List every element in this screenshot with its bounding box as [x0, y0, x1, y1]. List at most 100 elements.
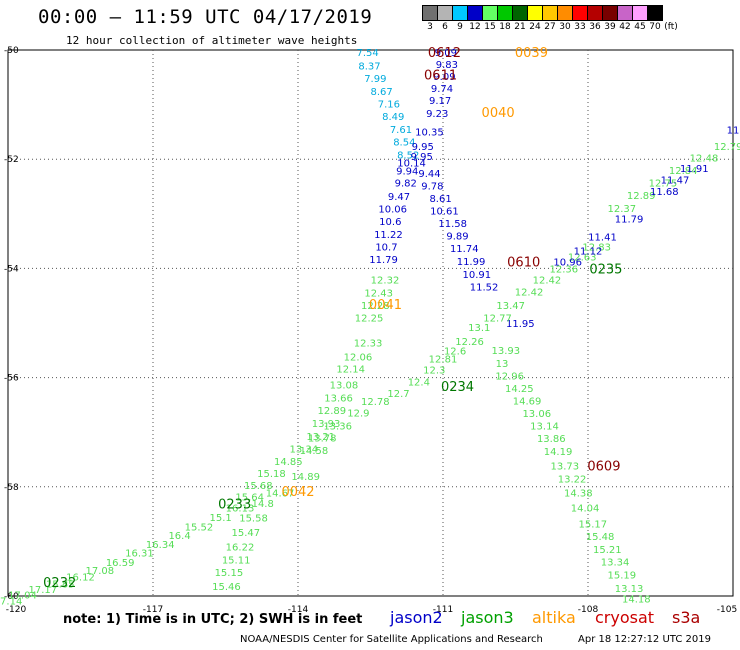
swh-point-light_green: 12.25 — [355, 314, 384, 325]
swh-point-light_green: 12.81 — [429, 354, 458, 365]
swh-point-dark_blue: 9.44 — [418, 169, 440, 180]
swh-point-light_green: 12.89 — [627, 191, 656, 202]
swh-point-light_green: 12.4 — [408, 377, 430, 388]
swh-point-light_green: 13.36 — [323, 422, 352, 433]
colorbar-unit: (ft) — [664, 22, 678, 32]
swh-point-dark_blue: 9.94 — [396, 167, 418, 178]
swh-point-light_green: 16.13 — [226, 504, 255, 515]
colorbar-label: 70 — [649, 22, 661, 32]
colorbar-label: 30 — [559, 22, 571, 32]
swh-point-dark_blue: 11 — [727, 126, 740, 137]
swh-point-dark_blue: 9.89 — [446, 232, 468, 243]
swh-point-light_green: 13.14 — [530, 422, 559, 433]
colorbar-label: 39 — [604, 22, 616, 32]
swh-point-light_green: 13.13 — [615, 584, 644, 595]
swh-point-light_blue: 8.37 — [358, 61, 380, 72]
x-tick-label: -120 — [6, 605, 27, 615]
swh-point-light_green: 14.04 — [571, 504, 600, 515]
swh-point-light_green: 16.34 — [146, 540, 175, 551]
colorbar-label: 45 — [634, 22, 646, 32]
colorbar-label: 3 — [427, 22, 433, 32]
swh-point-light_blue: 7.61 — [390, 125, 412, 136]
swh-point-light_green: 17.14 — [0, 596, 22, 607]
y-tick-label: -52 — [4, 155, 19, 165]
swh-point-light_green: 12.43 — [364, 288, 393, 299]
y-tick-label: -60 — [4, 592, 19, 602]
swh-point-light_green: 13.08 — [330, 381, 359, 392]
x-tick-label: -114 — [288, 605, 309, 615]
swh-point-dark_blue: 11.68 — [650, 187, 679, 198]
swh-point-dark_blue: 11.47 — [661, 175, 690, 186]
colorbar-label: 9 — [457, 22, 463, 32]
chart-subtitle: 12 hour collection of altimeter wave hei… — [66, 34, 358, 47]
swh-point-light_green: 13.66 — [324, 393, 353, 404]
swh-point-light_green: 12.96 — [495, 371, 524, 382]
footer-credit: NOAA/NESDIS Center for Satellite Applica… — [240, 634, 543, 645]
swh-point-light_green: 15.47 — [231, 528, 260, 539]
swh-point-dark_blue: 8.61 — [429, 194, 451, 205]
legend-s3a: s3a — [672, 608, 701, 627]
swh-point-light_green: 16.4 — [168, 531, 190, 542]
swh-point-light_green: 12.48 — [690, 154, 719, 165]
colorbar-label: 42 — [619, 22, 631, 32]
time-label: 0039 — [515, 46, 548, 61]
colorbar-label: 15 — [484, 22, 496, 32]
footer-timestamp: Apr 18 12:27:12 UTC 2019 — [578, 634, 711, 645]
swh-point-light_green: 12.14 — [336, 364, 365, 375]
x-tick-label: -117 — [143, 605, 163, 615]
swh-point-light_green: 12.42 — [515, 287, 544, 298]
swh-point-dark_blue: 10.96 — [553, 257, 582, 268]
chart-title: 00:00 – 11:59 UTC 04/17/2019 — [38, 6, 373, 28]
swh-point-light_blue: 7.99 — [364, 74, 386, 85]
swh-point-dark_blue: 9.09 — [433, 72, 455, 83]
swh-point-light_green: 12.6 — [444, 346, 466, 357]
time-label: 0042 — [281, 485, 314, 500]
swh-point-light_blue: 8.52 — [397, 150, 419, 161]
swh-point-dark_blue: 11.79 — [615, 215, 644, 226]
legend-cryosat: cryosat — [595, 608, 655, 627]
time-label: 0609 — [587, 460, 620, 475]
swh-point-light_green: 12.63 — [568, 252, 597, 263]
swh-point-dark_blue: 9.74 — [431, 84, 453, 95]
swh-point-light_green: 16.12 — [66, 572, 95, 583]
swh-point-dark_blue: 11.41 — [588, 233, 617, 244]
swh-point-dark_blue: 10.61 — [430, 207, 459, 218]
swh-point-light_green: 12.33 — [354, 339, 383, 350]
swh-point-light_green: 15.46 — [212, 582, 241, 593]
swh-point-light_green: 15.11 — [222, 555, 251, 566]
swh-point-dark_blue: 10.14 — [397, 158, 426, 169]
swh-point-light_blue: 7.16 — [378, 100, 400, 111]
time-label: 0611 — [424, 69, 457, 84]
swh-point-dark_blue: 11.12 — [574, 246, 603, 257]
swh-point-light_green: 14.58 — [300, 446, 329, 457]
swh-point-light_green: 14.67 — [266, 488, 295, 499]
swh-point-light_green: 12.84 — [669, 166, 698, 177]
swh-point-light_green: 12.26 — [455, 337, 484, 348]
swh-point-light_green: 13.73 — [550, 462, 579, 473]
swh-point-light_green: 12.32 — [371, 275, 400, 286]
colorbar-label: 6 — [442, 22, 448, 32]
legend-jason2: jason2 — [390, 608, 443, 627]
swh-point-dark_blue: 10.35 — [415, 127, 444, 138]
swh-point-dark_blue: 10.06 — [378, 204, 407, 215]
swh-point-light_green: 13.1 — [468, 323, 490, 334]
swh-point-dark_blue: 11.74 — [450, 244, 479, 255]
swh-point-light_green: 12.3 — [423, 365, 445, 376]
x-tick-label: -108 — [578, 605, 599, 615]
swh-point-dark_blue: 11.79 — [369, 255, 398, 266]
swh-point-light_green: 15.58 — [239, 513, 268, 524]
colorbar-cell — [647, 5, 663, 21]
swh-point-light_green: 13.21 — [306, 432, 335, 443]
swh-point-dark_blue: 11.22 — [374, 230, 403, 241]
y-tick-label: -50 — [4, 46, 19, 56]
swh-point-light_green: 15.1 — [210, 513, 232, 524]
colorbar-label: 27 — [544, 22, 556, 32]
swh-point-light_green: 13.86 — [537, 434, 566, 445]
swh-point-light_green: 12.9 — [347, 409, 369, 420]
swh-point-light_blue: 7.54 — [356, 48, 378, 59]
time-label: 0235 — [589, 262, 622, 277]
swh-point-light_green: 14.69 — [513, 397, 542, 408]
swh-point-light_green: 12.75 — [649, 179, 678, 190]
swh-point-light_green: 13.06 — [522, 409, 551, 420]
